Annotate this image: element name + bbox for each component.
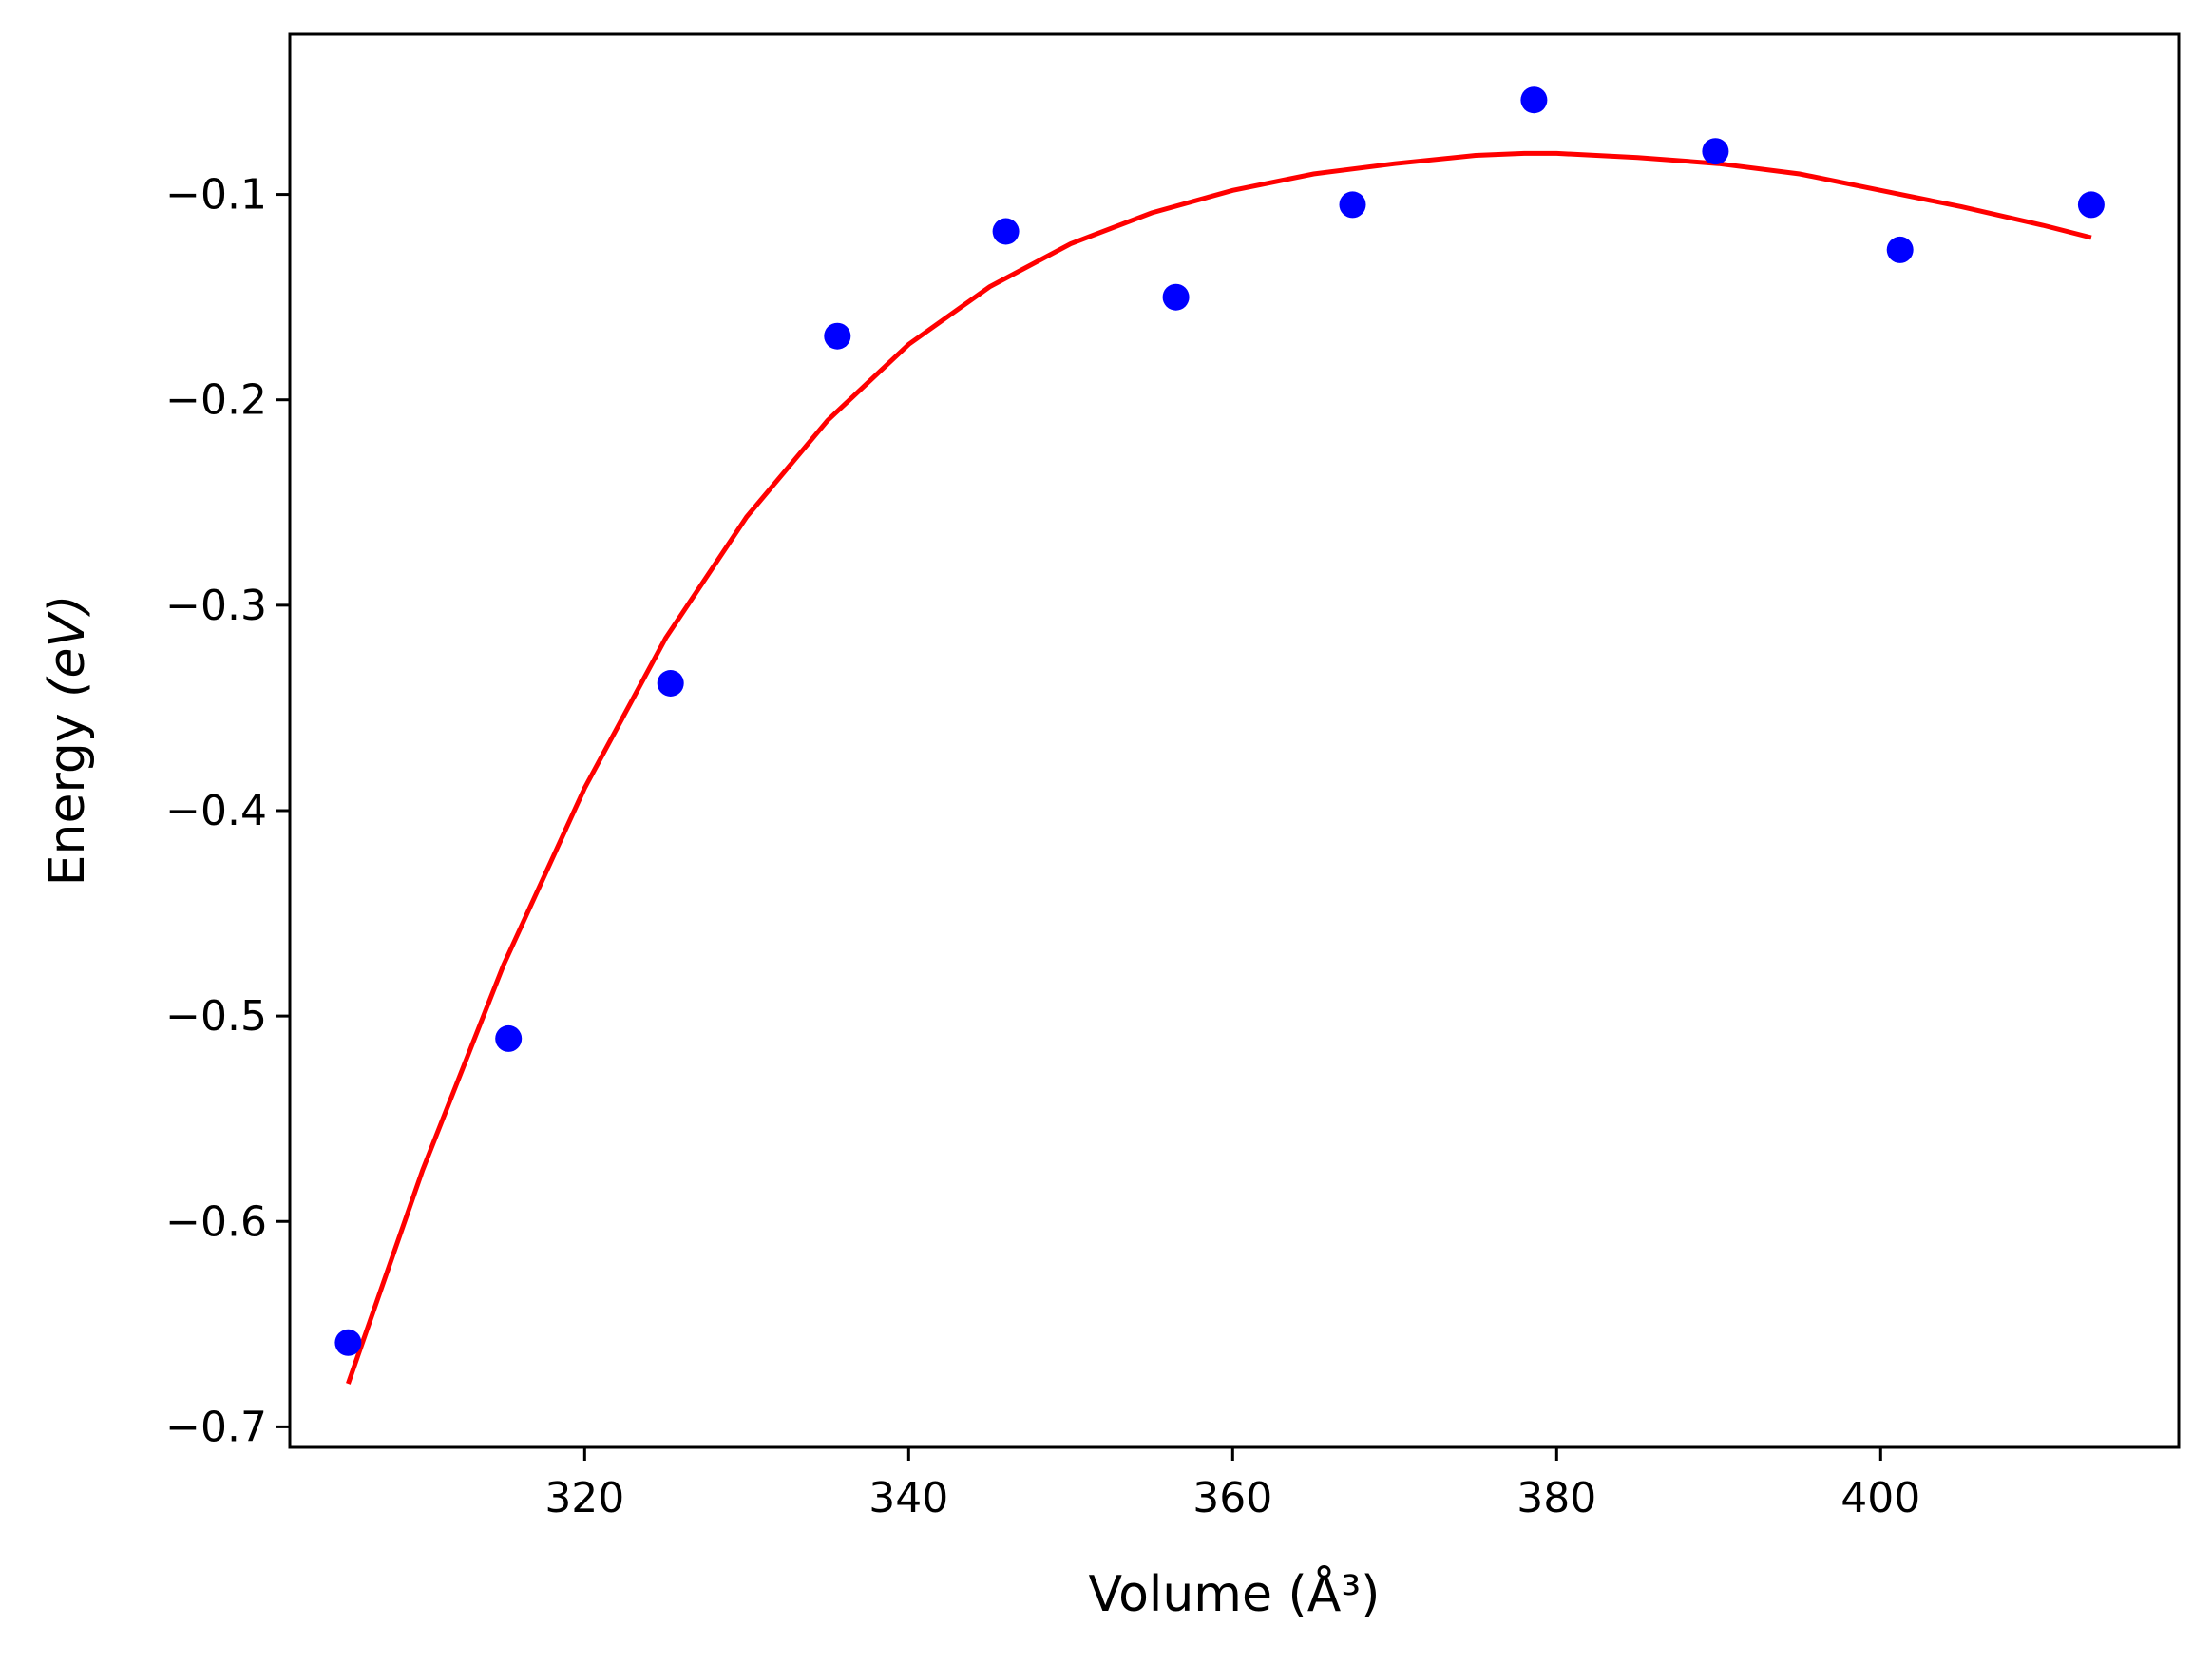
data-point-6 xyxy=(1162,283,1190,311)
y-tick-label: −0.6 xyxy=(165,1197,267,1246)
y-tick-label: −0.7 xyxy=(165,1403,267,1451)
x-tick-label: 320 xyxy=(544,1474,624,1522)
x-axis-label-unit: (Å³) xyxy=(1287,1564,1380,1623)
data-point-1 xyxy=(334,1329,362,1356)
data-point-3 xyxy=(657,670,684,697)
y-tick-label: −0.1 xyxy=(165,171,267,220)
data-points-layer xyxy=(334,86,2105,1356)
y-axis-label: Energy (eV) xyxy=(39,595,96,887)
y-axis-ticks: −0.1 −0.2 −0.3 −0.4 −0.5 −0.6 −0.7 xyxy=(165,171,290,1451)
x-tick-label: 400 xyxy=(1840,1474,1920,1522)
data-point-4 xyxy=(824,322,851,350)
y-axis-label-text: Energy xyxy=(39,713,96,886)
x-axis-ticks: 320 340 360 380 400 xyxy=(544,1447,1920,1522)
plot-area-frame xyxy=(288,32,2181,1449)
data-point-2 xyxy=(495,1024,523,1052)
y-tick-label: −0.2 xyxy=(165,376,267,425)
x-tick-label: 340 xyxy=(868,1474,948,1522)
x-tick-label: 360 xyxy=(1192,1474,1272,1522)
fit-curve-line xyxy=(346,150,2092,1385)
data-point-8 xyxy=(1520,86,1548,114)
y-axis-label-unit: (eV) xyxy=(39,595,96,698)
fit-curve-layer xyxy=(346,150,2092,1385)
x-axis-label-text: Volume xyxy=(1089,1566,1272,1623)
y-tick-label: −0.3 xyxy=(165,582,267,630)
data-point-7 xyxy=(1339,191,1366,219)
data-point-9 xyxy=(1702,138,1729,165)
data-point-5 xyxy=(992,218,1020,245)
x-tick-label: 380 xyxy=(1516,1474,1596,1522)
x-axis-label: Volume (Å³) xyxy=(1089,1564,1381,1623)
y-tick-label: −0.4 xyxy=(165,787,267,835)
data-point-10 xyxy=(1886,236,1914,263)
y-tick-label: −0.5 xyxy=(165,992,267,1041)
data-point-11 xyxy=(2077,191,2105,219)
